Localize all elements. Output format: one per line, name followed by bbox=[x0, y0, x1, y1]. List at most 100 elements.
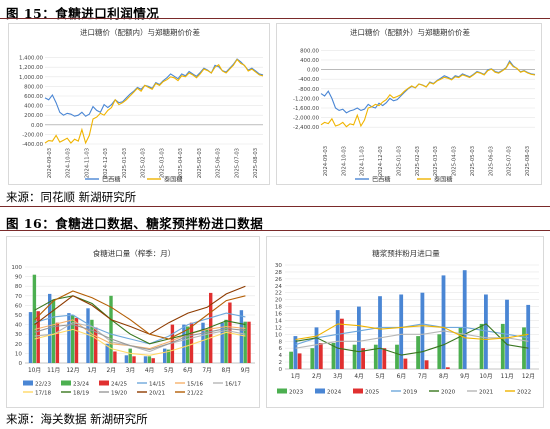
legend-label-2023: 2023 bbox=[289, 390, 304, 396]
y-tick-label: 80 bbox=[15, 284, 23, 290]
bar-2024 bbox=[441, 275, 446, 369]
fig16-title: 图 16：食糖进口数据、糖浆预拌粉进口数据 bbox=[6, 216, 264, 231]
bar-2023 bbox=[289, 351, 293, 369]
x-tick-label: 2025-01-03 bbox=[122, 148, 128, 178]
bar-2023 bbox=[522, 327, 526, 369]
bar-24/25 bbox=[170, 324, 175, 363]
bar-2025 bbox=[382, 348, 387, 369]
bar-2024 bbox=[462, 270, 467, 369]
chart-title: 食糖进口量（榨季：月） bbox=[93, 248, 176, 258]
bar-2024 bbox=[378, 296, 382, 369]
y-tick-label: 1,200.00 bbox=[19, 65, 44, 71]
x-tick-label: 2025-04-03 bbox=[178, 148, 184, 178]
legend-swatch-2025 bbox=[353, 388, 363, 394]
series-line-2022 bbox=[295, 323, 529, 341]
x-tick-label: 6月 bbox=[397, 373, 407, 380]
bar-24/25 bbox=[36, 311, 40, 363]
series-line-2019 bbox=[295, 323, 529, 346]
legend-swatch-2024 bbox=[315, 388, 325, 394]
chart-panel-c2: 进口糖价（配额外）与郑糖期价价差 800.00 400.00 0.00 -400.00 -… bbox=[276, 23, 542, 185]
x-tick-label: 2月 bbox=[312, 373, 322, 380]
y-tick-label: 20 bbox=[275, 298, 283, 304]
bar-2024 bbox=[357, 306, 361, 369]
legend-label-2019: 2019 bbox=[403, 390, 418, 396]
x-tick-label: 8月 bbox=[439, 373, 449, 380]
x-tick-label: 2025-03-03 bbox=[433, 146, 439, 176]
series-line-泰国糖 bbox=[44, 58, 264, 145]
series-line-21/22 bbox=[34, 290, 246, 340]
x-tick-label: 2024-09-03 bbox=[323, 146, 329, 176]
x-tick-label: 2025-07-03 bbox=[234, 148, 240, 178]
x-tick-label: 2025-02-03 bbox=[141, 148, 147, 178]
y-tick-label: 40 bbox=[15, 323, 23, 329]
y-tick-label: 90 bbox=[15, 275, 23, 281]
x-tick-label: 2025-05-03 bbox=[470, 146, 476, 176]
x-tick-label: 11月 bbox=[47, 367, 60, 374]
legend-label-巴西糖: 巴西糖 bbox=[372, 176, 391, 184]
x-tick-label: 5月 bbox=[164, 367, 174, 374]
x-tick-label: 2024-12-03 bbox=[378, 146, 384, 176]
x-tick-label: 2025-02-03 bbox=[415, 146, 421, 176]
y-tick-label: 400.00 bbox=[300, 58, 319, 64]
legend-swatch-22/23 bbox=[23, 380, 33, 386]
x-tick-label: 1月 bbox=[291, 373, 301, 380]
x-tick-label: 1月 bbox=[87, 367, 97, 374]
series-line-2021 bbox=[295, 330, 529, 349]
chart-panel-c3: 食糖进口量（榨季：月） 100 90 80 70 60 50 40 30 20 10 0 10月 11月 1… bbox=[6, 236, 260, 408]
x-tick-label: 2025-08-03 bbox=[525, 146, 531, 176]
series-line-2020 bbox=[295, 323, 529, 356]
y-tick-label: 60 bbox=[15, 303, 23, 309]
bar-24/25 bbox=[151, 358, 155, 363]
bar-24/25 bbox=[113, 351, 117, 363]
bar-2024 bbox=[420, 292, 425, 369]
x-tick-label: 12月 bbox=[66, 367, 79, 374]
y-tick-label: -2,400.00 bbox=[293, 125, 320, 131]
x-tick-label: 2025-07-03 bbox=[507, 146, 513, 176]
bar-2023 bbox=[437, 334, 442, 369]
y-tick-label: 12 bbox=[275, 325, 282, 331]
series-line-14/15 bbox=[34, 312, 246, 345]
bar-23/24 bbox=[147, 356, 152, 363]
series-line-17/18 bbox=[34, 328, 246, 356]
series-line-18/19 bbox=[34, 295, 246, 345]
x-tick-label: 7月 bbox=[418, 373, 428, 380]
bar-23/24 bbox=[109, 295, 113, 363]
bar-24/25 bbox=[247, 321, 251, 363]
x-tick-label: 6月 bbox=[183, 367, 193, 374]
bar-2023 bbox=[310, 348, 315, 369]
x-tick-label: 7月 bbox=[202, 367, 212, 374]
chart-title: 进口糖价（配额外）与郑糖期价价差 bbox=[350, 27, 470, 37]
y-tick-label: 30 bbox=[15, 332, 23, 338]
y-tick-label: -2,000.00 bbox=[293, 116, 320, 122]
x-tick-label: 10月 bbox=[28, 367, 41, 374]
y-tick-label: 18 bbox=[275, 305, 283, 311]
x-tick-label: 2024-09-03 bbox=[47, 148, 53, 178]
x-tick-label: 2025-04-03 bbox=[452, 146, 458, 176]
x-tick-label: 12月 bbox=[522, 373, 535, 380]
y-tick-label: 0 bbox=[278, 367, 282, 373]
legend-label-24/25: 24/25 bbox=[111, 382, 128, 388]
y-tick-label: 10 bbox=[275, 332, 283, 338]
bar-24/25 bbox=[94, 327, 98, 363]
bar-2024 bbox=[484, 294, 488, 369]
bar-23/24 bbox=[243, 321, 247, 363]
legend-label-泰国糖: 泰国糖 bbox=[434, 176, 453, 184]
bar-2024 bbox=[399, 294, 404, 369]
x-tick-label: 2024-11-03 bbox=[360, 146, 366, 176]
y-tick-label: 0.00 bbox=[307, 68, 320, 74]
bar-2025 bbox=[445, 367, 450, 369]
bar-2024 bbox=[335, 310, 340, 369]
bar-2025 bbox=[403, 358, 408, 369]
legend-label-16/17: 16/17 bbox=[225, 382, 242, 388]
y-tick-label: 16 bbox=[275, 312, 283, 318]
legend-label-22/23: 22/23 bbox=[35, 382, 52, 388]
y-tick-label: 800.00 bbox=[24, 84, 43, 90]
bar-23/24 bbox=[205, 329, 209, 363]
series-line-20/21 bbox=[34, 285, 246, 335]
y-tick-label: -800.00 bbox=[298, 87, 319, 93]
bar-22/23 bbox=[163, 348, 167, 363]
x-tick-label: 3月 bbox=[333, 373, 343, 380]
bar-22/23 bbox=[28, 312, 33, 363]
legend-swatch-24/25 bbox=[99, 380, 109, 386]
bar-2025 bbox=[340, 318, 344, 369]
